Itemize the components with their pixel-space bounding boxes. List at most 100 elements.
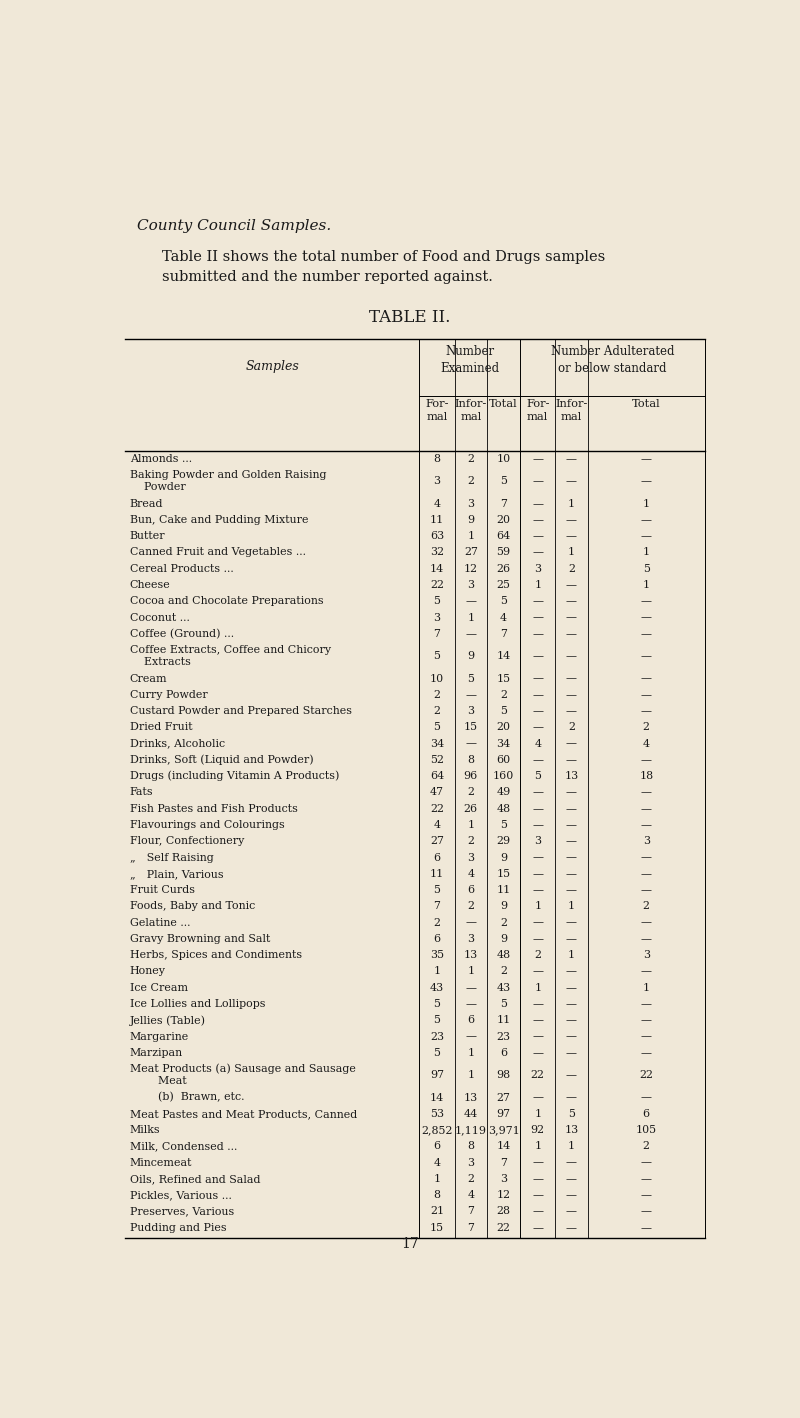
Text: Infor-
mal: Infor- mal <box>454 400 487 421</box>
Text: 49: 49 <box>497 787 510 797</box>
Text: 6: 6 <box>500 1048 507 1058</box>
Text: —: — <box>466 689 476 700</box>
Text: 4: 4 <box>434 499 441 509</box>
Text: 5: 5 <box>434 885 441 895</box>
Text: 53: 53 <box>430 1109 444 1119</box>
Text: —: — <box>532 547 543 557</box>
Text: Ice Lollies and Lollipops: Ice Lollies and Lollipops <box>130 998 266 1010</box>
Text: —: — <box>532 532 543 542</box>
Text: —: — <box>532 1031 543 1041</box>
Text: —: — <box>532 820 543 830</box>
Text: 2: 2 <box>642 1141 650 1151</box>
Text: —: — <box>532 917 543 927</box>
Text: Coconut ...: Coconut ... <box>130 613 190 623</box>
Text: 15: 15 <box>464 722 478 732</box>
Text: 5: 5 <box>434 651 441 661</box>
Text: Meat Pastes and Meat Products, Canned: Meat Pastes and Meat Products, Canned <box>130 1109 357 1119</box>
Text: —: — <box>532 804 543 814</box>
Text: 3: 3 <box>467 1157 474 1167</box>
Text: 1: 1 <box>568 547 575 557</box>
Text: —: — <box>532 787 543 797</box>
Text: 1: 1 <box>467 532 474 542</box>
Text: —: — <box>566 454 577 464</box>
Text: 3: 3 <box>467 580 474 590</box>
Text: —: — <box>641 804 652 814</box>
Text: —: — <box>641 674 652 683</box>
Text: Table II shows the total number of Food and Drugs samples
submitted and the numb: Table II shows the total number of Food … <box>162 250 606 285</box>
Text: For-
mal: For- mal <box>526 400 550 421</box>
Text: 7: 7 <box>434 628 441 640</box>
Text: 64: 64 <box>497 532 510 542</box>
Text: 7: 7 <box>467 1207 474 1217</box>
Text: Cream: Cream <box>130 674 167 683</box>
Text: —: — <box>532 1190 543 1200</box>
Text: 160: 160 <box>493 771 514 781</box>
Text: Drinks, Soft (Liquid and Powder): Drinks, Soft (Liquid and Powder) <box>130 754 314 766</box>
Text: Dried Fruit: Dried Fruit <box>130 722 192 732</box>
Text: Coffee (Ground) ...: Coffee (Ground) ... <box>130 628 234 640</box>
Text: —: — <box>641 998 652 1010</box>
Text: —: — <box>641 967 652 977</box>
Text: 26: 26 <box>497 564 510 574</box>
Text: 6: 6 <box>642 1109 650 1119</box>
Text: —: — <box>532 476 543 486</box>
Text: 7: 7 <box>500 499 507 509</box>
Text: —: — <box>532 885 543 895</box>
Text: 13: 13 <box>464 950 478 960</box>
Text: —: — <box>466 597 476 607</box>
Text: 2: 2 <box>467 454 474 464</box>
Text: —: — <box>566 580 577 590</box>
Text: 4: 4 <box>534 739 542 749</box>
Text: Custard Powder and Prepared Starches: Custard Powder and Prepared Starches <box>130 706 352 716</box>
Text: 7: 7 <box>500 1157 507 1167</box>
Text: —: — <box>566 983 577 993</box>
Text: 1: 1 <box>467 967 474 977</box>
Text: 4: 4 <box>500 613 507 623</box>
Text: —: — <box>641 689 652 700</box>
Text: 2: 2 <box>500 689 507 700</box>
Text: —: — <box>466 998 476 1010</box>
Text: —: — <box>566 476 577 486</box>
Text: 48: 48 <box>497 804 510 814</box>
Text: —: — <box>641 1190 652 1200</box>
Text: Total: Total <box>632 400 661 410</box>
Text: 2: 2 <box>434 689 441 700</box>
Text: 105: 105 <box>636 1124 657 1134</box>
Text: 2: 2 <box>500 917 507 927</box>
Text: 5: 5 <box>568 1109 575 1119</box>
Text: —: — <box>641 1092 652 1103</box>
Text: —: — <box>532 1015 543 1025</box>
Text: Milk, Condensed ...: Milk, Condensed ... <box>130 1141 237 1151</box>
Text: 5: 5 <box>434 1048 441 1058</box>
Text: Cereal Products ...: Cereal Products ... <box>130 564 234 574</box>
Text: 2: 2 <box>467 837 474 847</box>
Text: 3: 3 <box>434 476 441 486</box>
Text: 5: 5 <box>500 706 507 716</box>
Text: 1,119: 1,119 <box>454 1124 486 1134</box>
Text: 52: 52 <box>430 754 444 764</box>
Text: 11: 11 <box>497 1015 510 1025</box>
Text: Marzipan: Marzipan <box>130 1048 183 1058</box>
Text: 1: 1 <box>642 580 650 590</box>
Text: —: — <box>532 967 543 977</box>
Text: 5: 5 <box>500 820 507 830</box>
Text: —: — <box>566 1015 577 1025</box>
Text: 22: 22 <box>430 804 444 814</box>
Text: —: — <box>532 934 543 944</box>
Text: —: — <box>566 837 577 847</box>
Text: 2: 2 <box>642 722 650 732</box>
Text: 5: 5 <box>534 771 542 781</box>
Text: Gravy Browning and Salt: Gravy Browning and Salt <box>130 934 270 944</box>
Text: —: — <box>566 1092 577 1103</box>
Text: 11: 11 <box>430 869 444 879</box>
Text: —: — <box>532 1092 543 1103</box>
Text: 2: 2 <box>534 950 542 960</box>
Text: 9: 9 <box>500 934 507 944</box>
Text: Mincemeat: Mincemeat <box>130 1157 192 1167</box>
Text: Ice Cream: Ice Cream <box>130 983 188 993</box>
Text: 18: 18 <box>639 771 654 781</box>
Text: —: — <box>641 852 652 862</box>
Text: —: — <box>532 628 543 640</box>
Text: 14: 14 <box>497 1141 510 1151</box>
Text: 23: 23 <box>497 1031 510 1041</box>
